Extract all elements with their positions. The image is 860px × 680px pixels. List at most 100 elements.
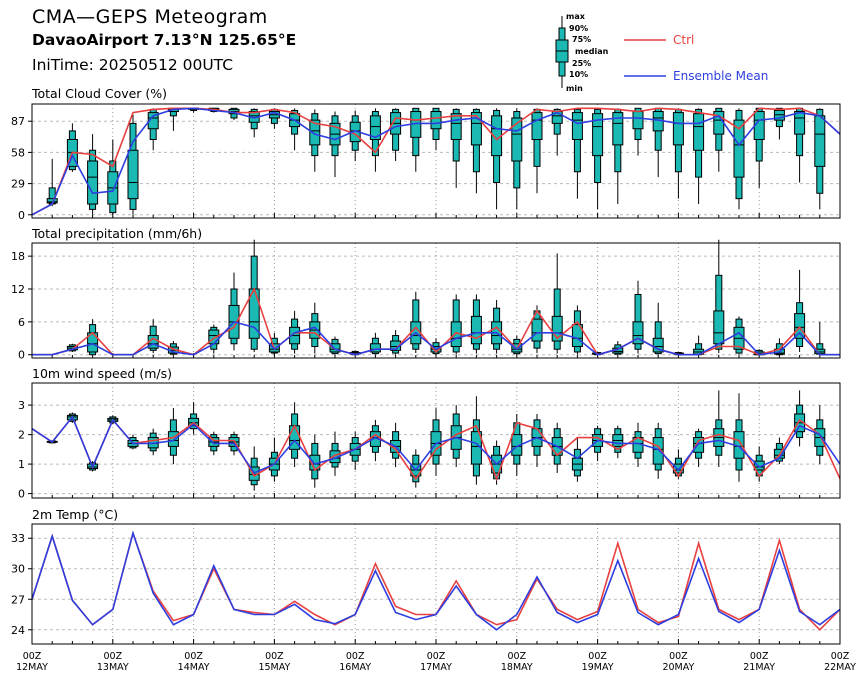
x-tick-label-time: 00Z (346, 651, 365, 662)
legend-box-label: median (575, 47, 609, 56)
y-tick-label: 30 (11, 563, 25, 576)
box-whisker (571, 108, 583, 199)
box-p25-p75 (794, 111, 806, 135)
box-whisker (693, 335, 705, 356)
panel-2: Total precipitation (mm/6h) 0 6 12 18 (11, 226, 841, 362)
panel-title: Total precipitation (mm/6h) (31, 226, 202, 241)
y-tick-label: 0 (18, 209, 25, 222)
box-whisker (794, 269, 806, 352)
x-tick-label-date: 18MAY (501, 662, 533, 673)
box-p25-p75 (470, 112, 482, 146)
box-p25-p75 (592, 113, 604, 157)
box-whisker (713, 239, 725, 354)
x-tick-label-time: 00Z (507, 651, 526, 662)
box-p25-p75 (329, 343, 341, 353)
panel-frame (31, 382, 841, 499)
box-whisker (571, 305, 583, 355)
y-tick-label: 58 (11, 146, 25, 159)
x-tick-label-date: 20MAY (662, 662, 694, 673)
box-whisker (147, 319, 159, 354)
box-p25-p75 (814, 115, 826, 167)
box-whisker (470, 108, 482, 194)
chart-title: CMA—GEPS Meteogram (32, 6, 268, 28)
box-p25-p75 (652, 437, 664, 465)
box-whisker (410, 291, 422, 354)
box-whisker (733, 393, 745, 482)
box-whisker (369, 332, 381, 355)
box-whisker (450, 108, 462, 188)
y-tick-label: 0 (18, 488, 25, 501)
box-whisker (531, 413, 543, 468)
panel-title: 2m Temp (°C) (32, 507, 118, 522)
box-whisker (147, 428, 159, 456)
x-tick-label-time: 00Z (23, 651, 42, 662)
box-whisker (713, 390, 725, 468)
box-whisker (470, 396, 482, 485)
box-whisker (188, 402, 200, 435)
x-tick-label-date: 17MAY (420, 662, 452, 673)
ctrl-series-line (31, 107, 841, 216)
box-whisker (268, 108, 280, 129)
box-whisker (410, 107, 422, 172)
y-tick-label: 87 (11, 115, 25, 128)
box-p25-p75 (531, 318, 543, 342)
legend-ensemble-mean-label: Ensemble Mean (673, 69, 768, 83)
box-whisker (612, 425, 624, 459)
x-tick-label-time: 00Z (184, 651, 203, 662)
box-whisker (511, 108, 523, 210)
box-p25-p75 (632, 111, 644, 130)
box-p25-p75 (369, 115, 381, 140)
box-p25-p75 (571, 112, 583, 140)
box-p25-p75 (713, 310, 725, 345)
panel-title: 10m wind speed (m/s) (32, 366, 172, 381)
x-tick-label-date: 21MAY (743, 662, 775, 673)
ctrl-series-line (31, 415, 841, 482)
meteogram-panels: Total Cloud Cover (%) 0 29 58 87 Total precip… (11, 86, 841, 645)
box-whisker (470, 294, 482, 354)
box-whisker (268, 332, 280, 355)
y-tick-label: 1 (18, 458, 25, 471)
panel-4: 2m Temp (°C) 24 27 30 33 (11, 507, 841, 645)
box-whisker (127, 434, 139, 450)
box-whisker (632, 107, 644, 156)
box-whisker (248, 239, 260, 352)
box-whisker (773, 107, 785, 140)
box-p25-p75 (693, 437, 705, 453)
box-p25-p75 (369, 343, 381, 353)
box-p25-p75 (612, 112, 624, 146)
legend-ctrl-label: Ctrl (673, 33, 694, 47)
box-whisker (450, 294, 462, 355)
box-whisker (733, 108, 745, 210)
y-tick-label: 33 (11, 532, 25, 545)
box-p25-p75 (87, 160, 99, 205)
box-whisker (632, 280, 644, 354)
x-tick-label-time: 00Z (265, 651, 284, 662)
box-p25-p75 (531, 112, 543, 140)
box-whisker (693, 108, 705, 205)
box-p25-p75 (470, 315, 482, 345)
x-tick-label-date: 16MAY (339, 662, 371, 673)
box-p25-p75 (794, 313, 806, 339)
box-whisker (309, 109, 321, 172)
y-tick-label: 6 (18, 316, 25, 329)
ensemble-mean-series-line (31, 107, 841, 216)
panel-frame (31, 103, 841, 219)
x-tick-label-date: 19MAY (582, 662, 614, 673)
y-tick-label: 12 (11, 283, 25, 296)
box-p25-p75 (167, 431, 179, 447)
box-p25-p75 (147, 112, 159, 130)
box-p25-p75 (773, 109, 785, 121)
box-whisker (369, 108, 381, 172)
panel-title: Total Cloud Cover (%) (31, 86, 167, 101)
x-tick-label-time: 00Z (588, 651, 607, 662)
box-p25-p75 (693, 113, 705, 151)
y-tick-label: 24 (11, 624, 25, 637)
box-whisker (794, 107, 806, 183)
y-tick-label: 3 (18, 399, 25, 412)
box-p25-p75 (551, 315, 563, 342)
y-tick-label: 2 (18, 429, 25, 442)
y-tick-label: 0 (18, 349, 25, 362)
x-tick-label-time: 00Z (750, 651, 769, 662)
box-p25-p75 (127, 149, 139, 200)
